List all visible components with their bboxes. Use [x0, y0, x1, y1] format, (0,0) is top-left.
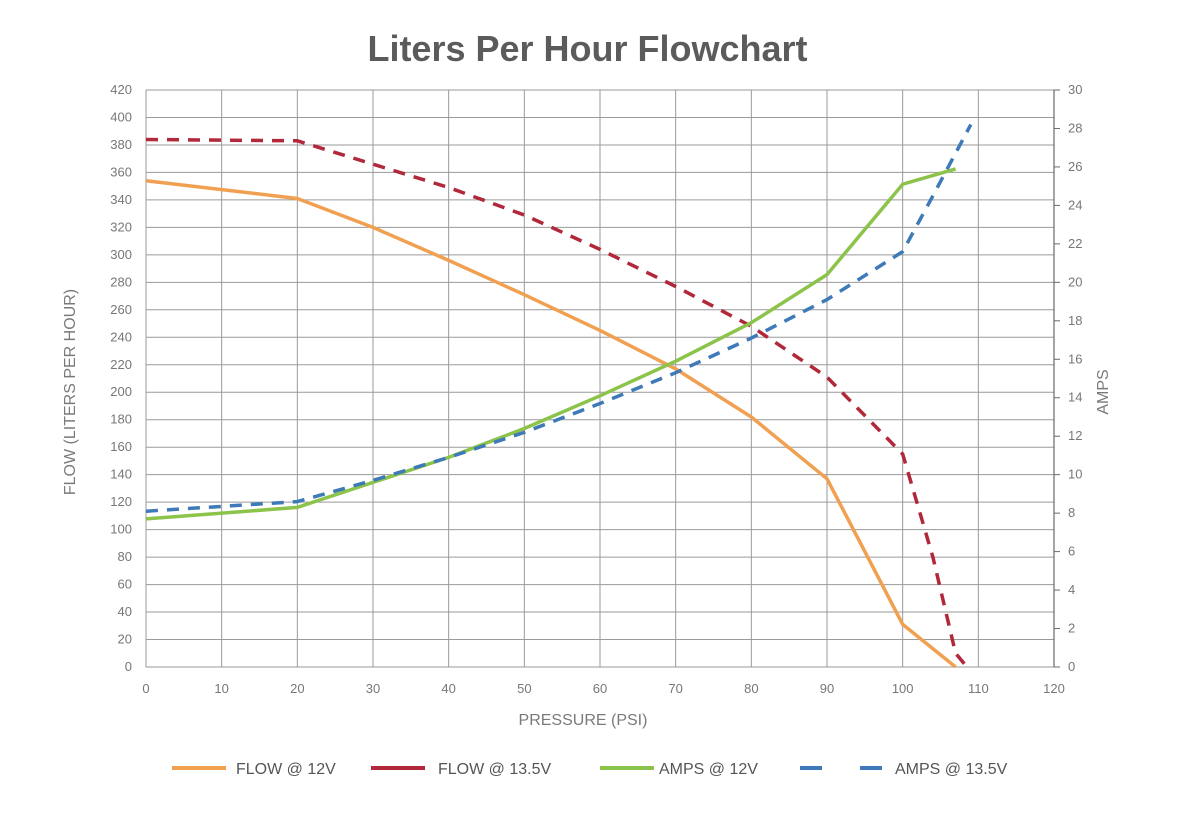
y2-tick-label: 28 [1068, 120, 1082, 135]
y2-tick-label: 10 [1068, 467, 1082, 482]
y2-tick-label: 24 [1068, 197, 1082, 212]
y2-tick-label: 14 [1068, 390, 1082, 405]
y-tick-label: 120 [110, 494, 132, 509]
legend-label: AMPS @ 12V [659, 761, 758, 778]
legend-item: AMPS @ 12V [600, 761, 758, 778]
y-tick-label: 280 [110, 274, 132, 289]
y-tick-label: 220 [110, 357, 132, 372]
series-lines [145, 123, 973, 669]
x-tick-label: 0 [142, 681, 149, 696]
y-axis-label: FLOW (LITERS PER HOUR) [62, 289, 79, 495]
y-tick-label: 200 [110, 384, 132, 399]
y-tick-label: 340 [110, 192, 132, 207]
y2-tick-label: 8 [1068, 505, 1075, 520]
y-tick-label: 0 [125, 659, 132, 674]
y2-tick-label: 0 [1068, 659, 1075, 674]
y-tick-label: 400 [110, 109, 132, 124]
y-tick-label: 260 [110, 302, 132, 317]
y-tick-label: 60 [118, 577, 132, 592]
y-tick-label: 140 [110, 467, 132, 482]
x-tick-label: 120 [1043, 681, 1065, 696]
series-line-flow-12v [145, 178, 957, 669]
y2-tick-label: 6 [1068, 544, 1075, 559]
y2-tick-label: 16 [1068, 351, 1082, 366]
y-tick-label: 20 [118, 632, 132, 647]
y-tick-label: 360 [110, 164, 132, 179]
y2-tick-label: 18 [1068, 313, 1082, 328]
x-tick-label: 90 [820, 681, 834, 696]
legend-label: FLOW @ 12V [236, 761, 336, 778]
y-tick-label: 180 [110, 412, 132, 427]
y-tick-label: 420 [110, 82, 132, 97]
x-tick-label: 100 [892, 681, 914, 696]
x-tick-label: 40 [441, 681, 455, 696]
legend-item: FLOW @ 13.5V [371, 761, 551, 778]
legend-item: AMPS @ 13.5V [800, 761, 1008, 778]
tick-labels: 0 10 20 30 40 50 60 70 80 90 100 110 120020406080100… [110, 82, 1082, 696]
x-tick-label: 80 [744, 681, 758, 696]
y2-tick-label: 30 [1068, 82, 1082, 97]
x-tick-label: 70 [668, 681, 682, 696]
y2-tick-label: 2 [1068, 621, 1075, 636]
y-tick-label: 300 [110, 247, 132, 262]
chart-title: Liters Per Hour Flowchart [367, 28, 808, 69]
y-tick-label: 320 [110, 219, 132, 234]
x-tick-label: 50 [517, 681, 531, 696]
x-tick-label: 110 [968, 681, 989, 696]
x-axis-label: PRESSURE (PSI) [519, 712, 648, 729]
x-tick-label: 10 [214, 681, 228, 696]
y2-tick-label: 22 [1068, 236, 1082, 251]
legend: FLOW @ 12V FLOW @ 13.5V AMPS @ 12V AMPS @ 1… [172, 761, 1008, 778]
y-tick-label: 100 [110, 522, 132, 537]
x-tick-label: 20 [290, 681, 304, 696]
x-tick-label: 60 [593, 681, 607, 696]
y2-tick-label: 20 [1068, 274, 1082, 289]
y-tick-label: 240 [110, 329, 132, 344]
series-line-amps-12v [145, 167, 957, 521]
y2-tick-label: 12 [1068, 428, 1082, 443]
y2-tick-label: 4 [1068, 582, 1075, 597]
y-tick-label: 40 [118, 604, 132, 619]
y2-axis-label: AMPS [1095, 369, 1112, 414]
series-line-amps-13-5v [145, 123, 973, 513]
y-tick-label: 160 [110, 439, 132, 454]
y-tick-label: 80 [118, 549, 132, 564]
y-tick-label: 380 [110, 137, 132, 152]
series-line-flow-13-5v [145, 137, 969, 669]
x-tick-label: 30 [366, 681, 380, 696]
legend-label: AMPS @ 13.5V [895, 761, 1008, 778]
y2-tick-label: 26 [1068, 159, 1082, 174]
legend-item: FLOW @ 12V [172, 761, 336, 778]
legend-label: FLOW @ 13.5V [438, 761, 551, 778]
